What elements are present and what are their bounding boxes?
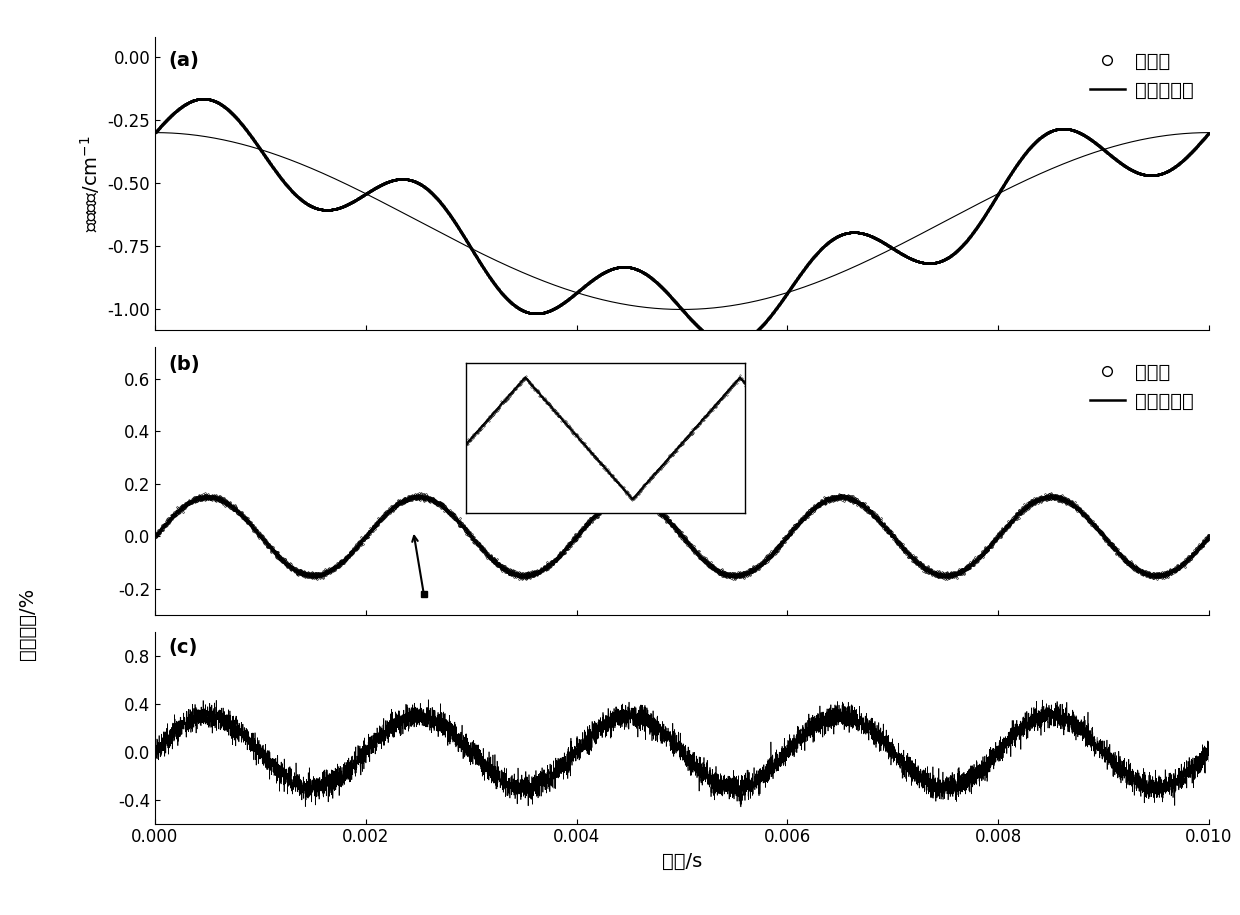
离散点 — [153, 526, 167, 537]
离散点 — [191, 93, 206, 104]
扫描项拟合 — [355, 186, 370, 197]
X-axis label: 时间/s: 时间/s — [662, 852, 702, 871]
离散点 — [663, 516, 678, 527]
调制项拟合 — [148, 531, 162, 542]
Text: (a): (a) — [169, 51, 200, 70]
扫描项拟合 — [663, 304, 678, 315]
Line: 离散点: 离散点 — [154, 492, 1210, 580]
离散点 — [355, 535, 370, 546]
Line: 调制项拟合: 调制项拟合 — [155, 497, 1209, 576]
离散点 — [148, 127, 162, 138]
Line: 扫描项拟合: 扫描项拟合 — [155, 133, 1209, 309]
离散点 — [937, 574, 952, 585]
离散点 — [153, 122, 167, 133]
扫描项拟合 — [191, 130, 206, 141]
扫描项拟合 — [1202, 127, 1216, 138]
调制项拟合 — [153, 525, 167, 536]
离散点 — [1202, 127, 1216, 138]
离散点 — [198, 488, 213, 499]
离散点 — [148, 530, 162, 541]
离散点 — [1146, 567, 1161, 578]
扫描项拟合 — [675, 304, 689, 315]
扫描项拟合 — [211, 134, 226, 145]
离散点 — [663, 291, 678, 302]
调制项拟合 — [1148, 570, 1163, 581]
离散点 — [1202, 530, 1216, 541]
调制项拟合 — [201, 491, 216, 502]
离散点 — [196, 93, 211, 104]
离散点 — [211, 492, 226, 503]
Line: 离散点: 离散点 — [154, 98, 1210, 344]
扫描项拟合 — [148, 127, 162, 138]
离散点 — [723, 338, 738, 349]
离散点 — [1146, 169, 1161, 180]
离散点 — [211, 97, 226, 108]
扫描项拟合 — [153, 127, 167, 138]
Legend: 离散点, 调制项拟合: 离散点, 调制项拟合 — [1084, 357, 1199, 416]
Text: 相对误差/%: 相对误差/% — [17, 587, 37, 660]
离散点 — [191, 492, 206, 503]
调制项拟合 — [191, 492, 206, 503]
扫描项拟合 — [1146, 132, 1161, 143]
Text: (c): (c) — [169, 638, 198, 657]
调制项拟合 — [1146, 570, 1161, 581]
Y-axis label: 相对波数/cm$^{-1}$: 相对波数/cm$^{-1}$ — [78, 135, 102, 231]
Legend: 离散点, 扫描项拟合: 离散点, 扫描项拟合 — [1084, 47, 1199, 106]
调制项拟合 — [355, 535, 370, 546]
调制项拟合 — [1202, 531, 1216, 542]
Text: (b): (b) — [169, 355, 201, 374]
调制项拟合 — [211, 493, 226, 504]
离散点 — [355, 191, 370, 202]
调制项拟合 — [663, 517, 678, 528]
